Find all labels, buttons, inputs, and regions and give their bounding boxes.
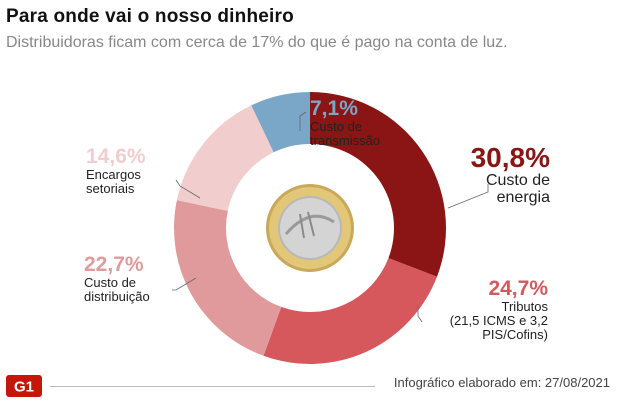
- slice-name-encargos: setoriais: [86, 181, 135, 196]
- slice-transmissao: [251, 92, 310, 153]
- leader-line-tributos: [417, 306, 423, 323]
- footer-credit: Infográfico elaborado em: 27/08/2021: [393, 375, 610, 390]
- slice-percent-energia: 30,8%: [470, 142, 550, 173]
- label-energia: 30,8% Custo de energia: [471, 143, 550, 206]
- label-distribuicao: 22,7% Custo de distribuição: [84, 254, 150, 304]
- coin-icon: [266, 184, 354, 272]
- slice-percent-transmissao: 7,1%: [310, 97, 358, 120]
- label-transmissao: 7,1% Custo de transmissão: [310, 98, 380, 148]
- label-encargos: 14,6% Encargos setoriais: [86, 146, 146, 196]
- slice-tributos: [263, 258, 437, 364]
- footer-rule: [50, 386, 375, 387]
- slice-name-transmissao: transmissão: [310, 133, 381, 148]
- chart-title: Para onde vai o nosso dinheiro: [6, 6, 294, 27]
- slice-name-transmissao: Custo de: [310, 119, 363, 134]
- slice-energia: [310, 92, 446, 277]
- leader-line-energia: [447, 184, 489, 209]
- slice-name-distribuicao: Custo de: [84, 275, 137, 290]
- slice-percent-encargos: 14,6%: [86, 145, 146, 168]
- slice-distribuicao: [174, 200, 282, 356]
- slice-name-tributos: PIS/Cofins): [482, 327, 548, 342]
- leader-line-encargos: [175, 179, 201, 199]
- leader-line-distribuicao: [172, 277, 197, 291]
- slice-percent-distribuicao: 22,7%: [84, 253, 144, 276]
- leader-line-transmissao: [299, 111, 307, 131]
- slice-encargos: [176, 105, 274, 211]
- slice-name-tributos: (21,5 ICMS e 3,2: [449, 313, 548, 328]
- svg-text:G1: G1: [14, 379, 34, 396]
- slice-name-energia: Custo de: [485, 172, 550, 189]
- slice-name-distribuicao: distribuição: [84, 289, 150, 304]
- slice-percent-tributos: 24,7%: [488, 277, 548, 300]
- g1-logo: G1: [6, 375, 42, 397]
- chart-subtitle: Distribuidoras ficam com cerca de 17% do…: [6, 34, 508, 51]
- slice-name-energia: energia: [496, 189, 550, 206]
- label-tributos: 24,7% Tributos (21,5 ICMS e 3,2 PIS/Cofins): [450, 278, 548, 342]
- slice-name-encargos: Encargos: [86, 167, 141, 182]
- slice-name-tributos: Tributos: [501, 299, 548, 314]
